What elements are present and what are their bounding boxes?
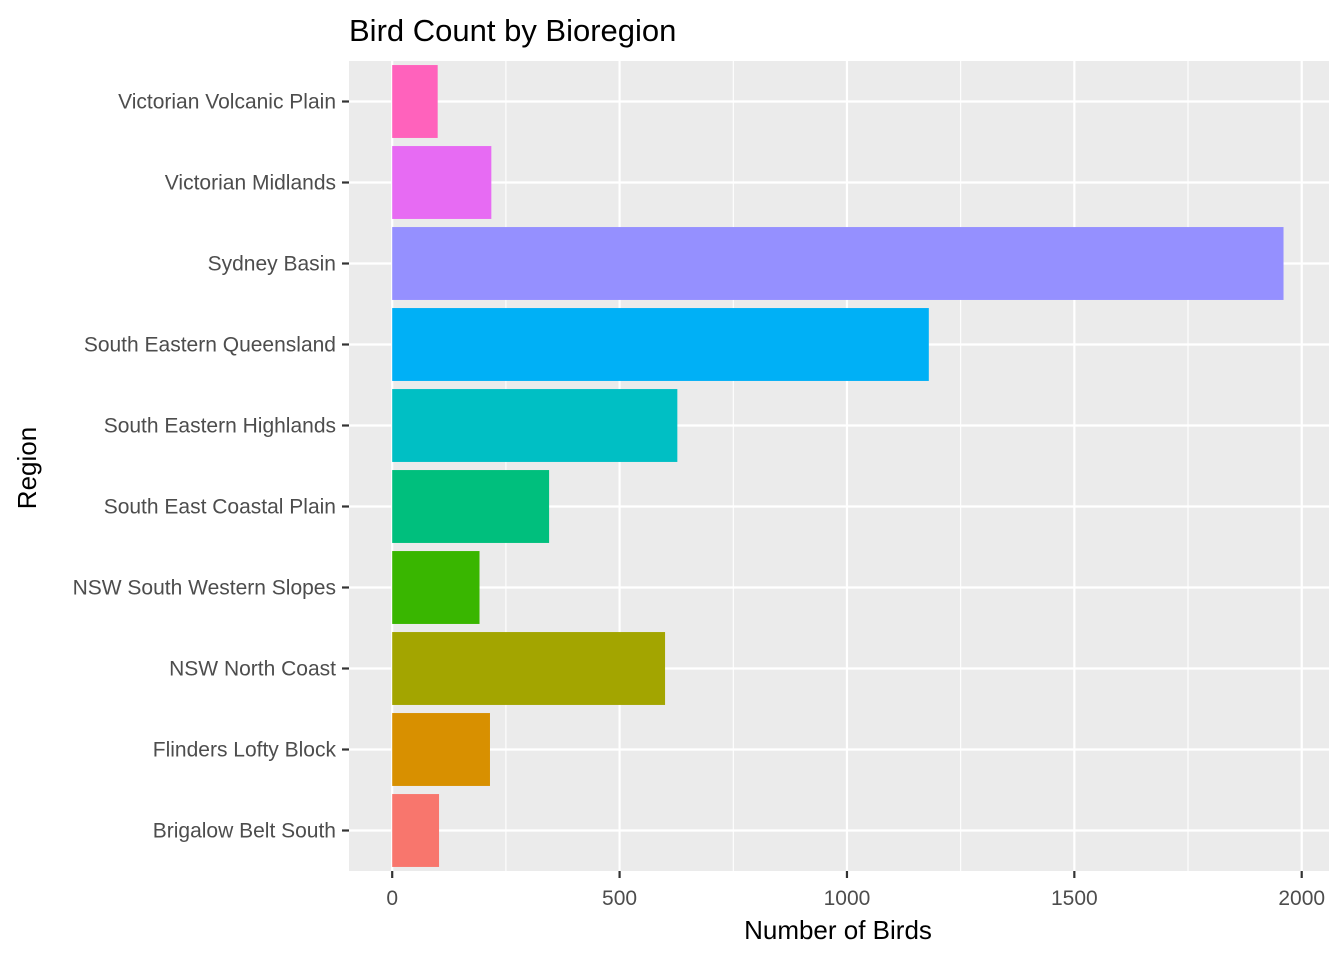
bar-south-east-coastal-plain [392,470,550,543]
bar-victorian-volcanic-plain [392,65,438,138]
x-axis-title: Number of Birds [744,915,932,945]
y-axis-title: Region [12,427,42,509]
y-tick-label: South Eastern Highlands [104,415,336,438]
y-tick-label: South Eastern Queensland [84,334,336,357]
y-axis: Brigalow Belt South Flinders Lofty Block N… [73,91,349,843]
y-tick-label: Victorian Midlands [165,172,336,195]
bar-south-eastern-queensland [392,308,929,381]
x-tick-label: 0 [386,887,398,910]
bar-flinders-lofty-block [392,713,490,786]
bars [392,65,1284,867]
bar-brigalow-belt-south [392,794,440,867]
y-tick-label: NSW South Western Slopes [73,577,336,600]
y-tick-label: Flinders Lofty Block [153,739,337,762]
x-tick-label: 500 [602,887,637,910]
bar-nsw-south-western-slopes [392,551,480,624]
minor-gridlines [505,61,1189,871]
bar-south-eastern-highlands [392,389,678,462]
x-tick-label: 1000 [824,887,871,910]
major-gridlines [349,61,1329,871]
bar-victorian-midlands [392,146,492,219]
y-tick-label: Sydney Basin [208,253,336,276]
bar-sydney-basin [392,227,1284,300]
x-tick-label: 1500 [1051,887,1098,910]
y-tick-label: Brigalow Belt South [153,820,336,843]
x-tick-label: 2000 [1278,887,1325,910]
bar-nsw-north-coast [392,632,666,705]
y-tick-label: NSW North Coast [169,658,336,681]
y-tick-label: Victorian Volcanic Plain [118,91,336,114]
y-tick-label: South East Coastal Plain [104,496,336,519]
x-axis: 0 500 1000 1500 2000 [386,871,1325,910]
plot-panel [349,61,1329,871]
chart-title: Bird Count by Bioregion [349,13,676,48]
